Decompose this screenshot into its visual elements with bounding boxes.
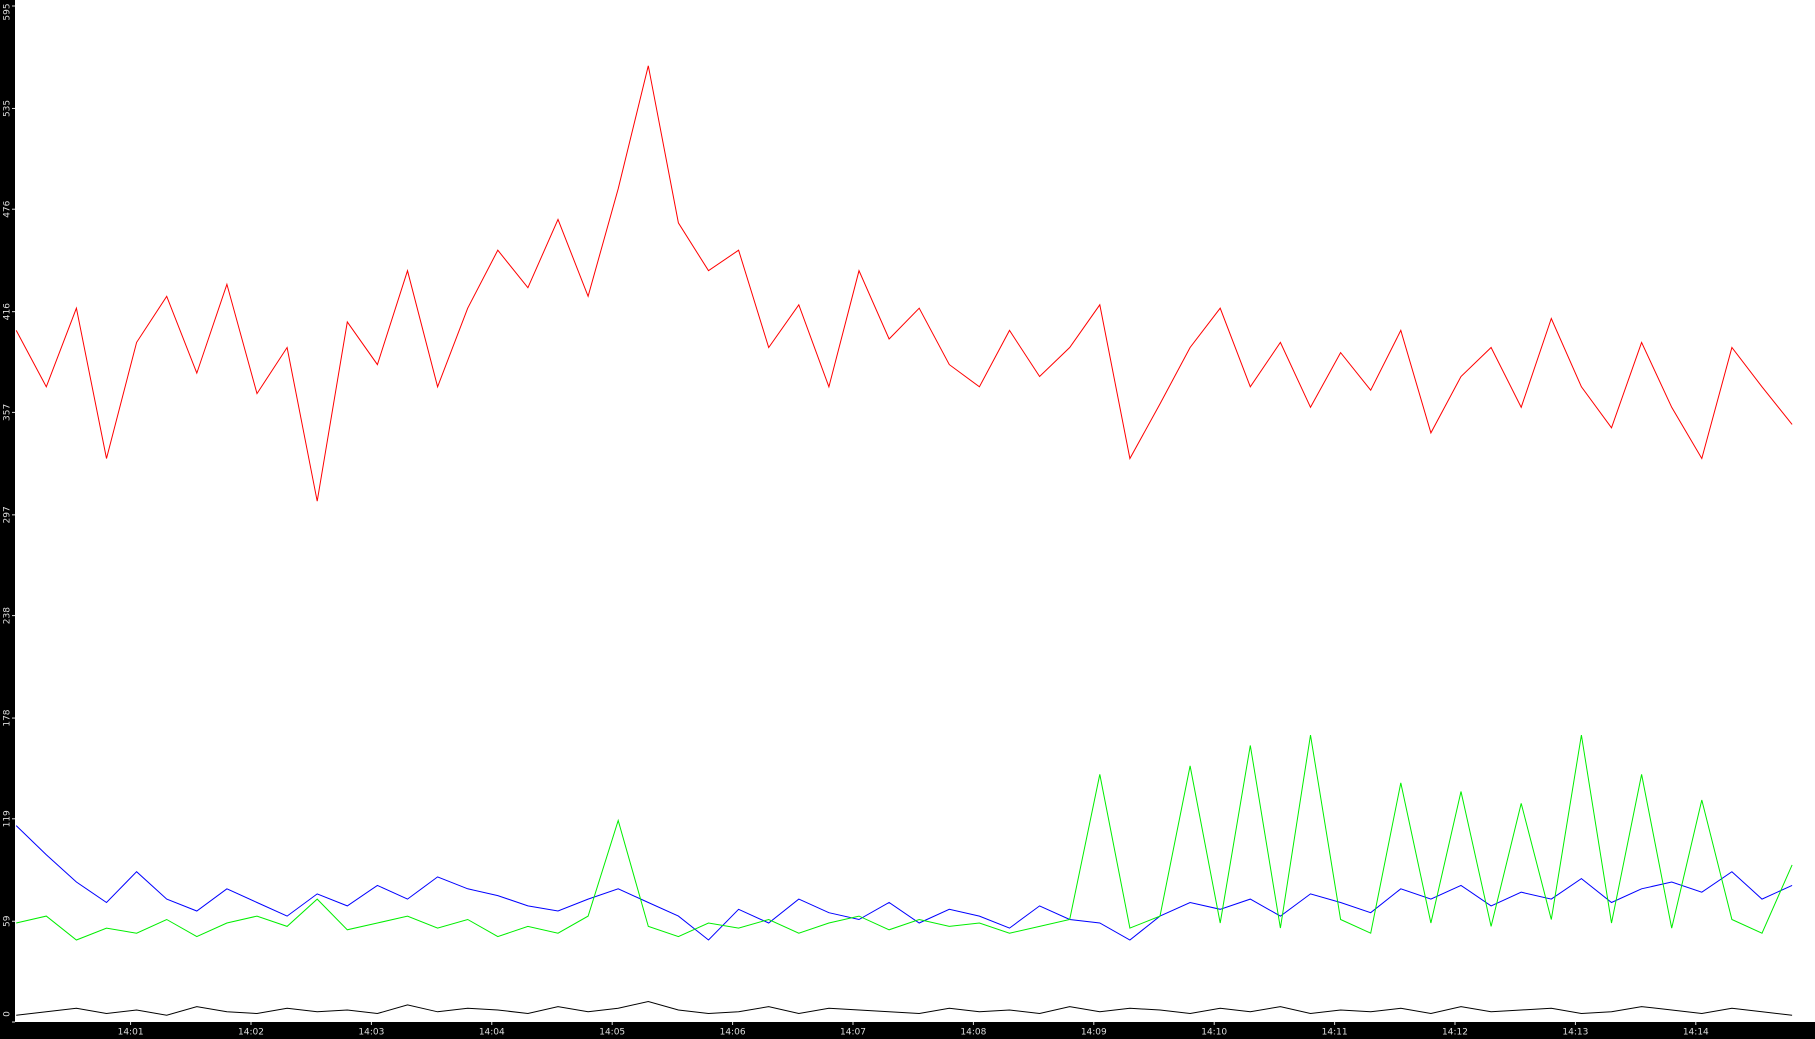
y-tick-label: 535 bbox=[3, 100, 13, 117]
y-tick-label: 476 bbox=[3, 200, 13, 217]
x-axis-strip bbox=[0, 1022, 1815, 1039]
series-line bbox=[15, 825, 1793, 941]
y-tick-label: 238 bbox=[3, 607, 13, 624]
y-axis-strip bbox=[0, 0, 15, 1039]
x-tick-label: 14:07 bbox=[840, 1028, 866, 1038]
y-tick-label: 119 bbox=[3, 810, 13, 827]
y-tick-label: 357 bbox=[3, 404, 13, 421]
y-tick-label: 59 bbox=[3, 915, 13, 927]
x-tick-label: 14:10 bbox=[1201, 1028, 1227, 1038]
x-tick-label: 14:14 bbox=[1683, 1028, 1709, 1038]
series-line bbox=[15, 65, 1793, 502]
x-tick-label: 14:08 bbox=[960, 1028, 986, 1038]
y-tick-label: 416 bbox=[3, 303, 13, 320]
y-tick-label: 297 bbox=[3, 506, 13, 523]
x-tick-label: 14:04 bbox=[479, 1028, 505, 1038]
x-tick-label: 14:13 bbox=[1562, 1028, 1588, 1038]
x-tick-label: 14:05 bbox=[599, 1028, 625, 1038]
series-line bbox=[16, 1000, 1793, 1016]
x-tick-label: 14:02 bbox=[238, 1028, 264, 1038]
x-tick-label: 14:06 bbox=[720, 1028, 746, 1038]
y-tick-label: 0 bbox=[3, 1011, 13, 1017]
x-tick-label: 14:11 bbox=[1322, 1028, 1348, 1038]
series-line bbox=[16, 735, 1793, 941]
y-tick-label: 595 bbox=[3, 3, 13, 20]
y-tick-label: 178 bbox=[3, 709, 13, 726]
x-tick-label: 14:12 bbox=[1442, 1028, 1468, 1038]
x-tick-label: 14:03 bbox=[358, 1028, 384, 1038]
x-tick-label: 14:09 bbox=[1081, 1028, 1107, 1038]
x-tick-label: 14:01 bbox=[118, 1028, 144, 1038]
